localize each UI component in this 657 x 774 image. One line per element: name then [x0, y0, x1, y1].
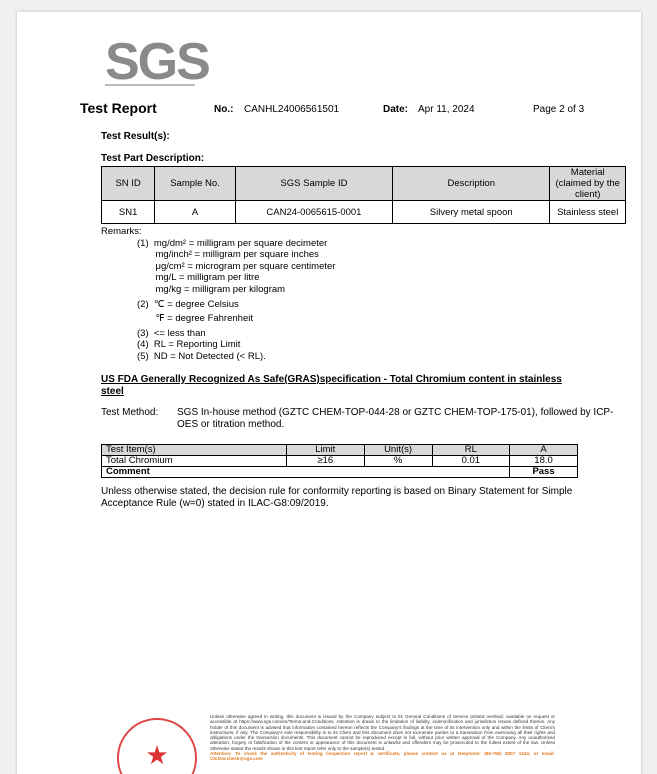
- cell: 0.01: [431, 455, 511, 467]
- table-row: SN1 A CAN24-0065615-0001 Silvery metal s…: [100, 200, 626, 224]
- comment-row: Comment Pass: [100, 466, 578, 478]
- report-number: CANHL24006561501: [244, 104, 340, 115]
- col-test-item: Test Item(s): [101, 444, 287, 456]
- cell: %: [363, 455, 433, 467]
- remark-line: mg/kg = milligram per kilogram: [137, 283, 286, 295]
- method-label: Test Method:: [101, 407, 159, 418]
- remark-line: mg/L = milligram per litre: [137, 272, 260, 284]
- cell: A: [154, 200, 236, 224]
- sgs-logo: SGS: [105, 33, 211, 91]
- authenticity-notice: Attention: To check the authenticity of …: [210, 751, 555, 762]
- col-unit: Unit(s): [363, 444, 433, 456]
- remark-line: mg/inch² = milligram per square inches: [137, 249, 319, 261]
- table-row: Total Chromium ≥16 % 0.01 18.0: [101, 455, 578, 467]
- remark-line: (2) ℃ = degree Celsius: [137, 298, 239, 310]
- cell: ≥16: [286, 455, 365, 467]
- col-sn-id: SN ID: [100, 166, 156, 201]
- remarks: Remarks: (1) mg/dm² = milligram per squa…: [101, 226, 335, 363]
- col-a: A: [509, 444, 578, 456]
- footer-disclaimer: Unless otherwise agreed in writing, this…: [210, 714, 555, 762]
- col-sgs-sample-id: SGS Sample ID: [234, 166, 394, 201]
- col-limit: Limit: [286, 444, 365, 456]
- col-material: Material (claimed by the client): [549, 166, 626, 201]
- remark-line: ℉ = degree Fahrenheit: [137, 313, 253, 325]
- col-sample-no: Sample No.: [154, 166, 236, 201]
- remarks-label: Remarks:: [101, 226, 142, 237]
- section-title: US FDA Generally Recognized As Safe(GRAS…: [101, 374, 562, 397]
- decision-rule: Unless otherwise stated, the decision ru…: [101, 486, 573, 509]
- comment-label: Comment: [100, 466, 511, 478]
- part-description-heading: Test Part Description:: [101, 153, 205, 164]
- cell: Stainless steel: [549, 200, 626, 224]
- remark-line: (3) <= less than: [137, 327, 206, 339]
- col-rl: RL: [431, 444, 511, 456]
- cell: CAN24-0065615-0001: [234, 200, 394, 224]
- remark-line: μg/cm² = microgram per square centimeter: [137, 260, 336, 272]
- cell: 18.0: [509, 455, 578, 467]
- date-label: Date:: [383, 104, 409, 115]
- results-heading: Test Result(s):: [101, 131, 170, 142]
- remark-line: (5) ND = Not Detected (< RL).: [137, 350, 266, 362]
- cell: SN1: [100, 200, 156, 224]
- method-text: SGS In-house method (GZTC CHEM-TOP-044-2…: [177, 407, 614, 430]
- remark-line: (4) RL = Reporting Limit: [137, 339, 241, 351]
- test-part-table: SN ID Sample No. SGS Sample ID Descripti…: [100, 166, 626, 224]
- cell: Silvery metal spoon: [392, 200, 551, 224]
- report-page: SGS Test Report No.: CANHL24006561501 Da…: [17, 12, 641, 774]
- cell: Total Chromium: [101, 455, 287, 467]
- disclaimer-text: Unless otherwise agreed in writing, this…: [210, 714, 555, 751]
- company-seal-icon: ★: [117, 718, 197, 774]
- page-number: Page 2 of 3: [533, 104, 585, 115]
- report-date: Apr 11, 2024: [418, 104, 475, 115]
- logo-underline: [105, 84, 195, 86]
- comment-value: Pass: [509, 466, 578, 478]
- remark-line: (1) mg/dm² = milligram per square decime…: [137, 237, 328, 249]
- report-title: Test Report: [80, 100, 157, 116]
- result-table: Test Item(s) Limit Unit(s) RL A Total Ch…: [100, 444, 578, 478]
- no-label: No.:: [214, 104, 234, 115]
- col-description: Description: [392, 166, 551, 201]
